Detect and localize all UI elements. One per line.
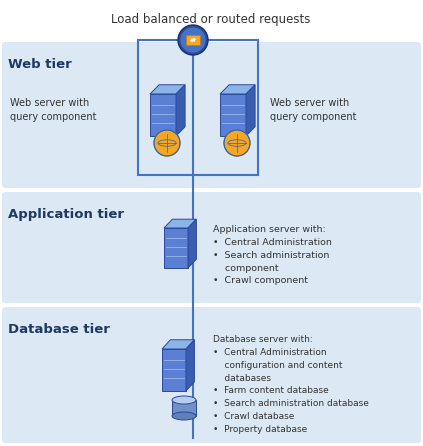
- Text: Database tier: Database tier: [8, 323, 110, 336]
- Polygon shape: [150, 94, 176, 136]
- Circle shape: [180, 27, 206, 53]
- Text: Web server with
query component: Web server with query component: [10, 99, 96, 122]
- Polygon shape: [150, 85, 185, 94]
- Polygon shape: [172, 400, 196, 416]
- Text: Application server with:
•  Central Administration
•  Search administration
    : Application server with: • Central Admin…: [213, 225, 332, 285]
- Ellipse shape: [172, 396, 196, 404]
- FancyBboxPatch shape: [2, 192, 421, 303]
- Text: Web tier: Web tier: [8, 58, 72, 71]
- Polygon shape: [162, 340, 195, 349]
- Circle shape: [224, 130, 250, 156]
- Text: Database server with:
•  Central Administration
    configuration and content
  : Database server with: • Central Administ…: [213, 335, 369, 434]
- Circle shape: [178, 25, 208, 55]
- Text: Application tier: Application tier: [8, 208, 124, 221]
- FancyBboxPatch shape: [2, 307, 421, 443]
- Polygon shape: [164, 219, 196, 228]
- Ellipse shape: [172, 412, 196, 420]
- Polygon shape: [164, 228, 188, 268]
- Polygon shape: [220, 85, 255, 94]
- FancyBboxPatch shape: [2, 42, 421, 188]
- Polygon shape: [162, 349, 186, 391]
- Polygon shape: [246, 85, 255, 136]
- FancyBboxPatch shape: [186, 35, 200, 45]
- Polygon shape: [176, 85, 185, 136]
- Text: Web server with
query component: Web server with query component: [270, 99, 357, 122]
- Polygon shape: [188, 219, 196, 268]
- Circle shape: [154, 130, 180, 156]
- Polygon shape: [186, 340, 195, 391]
- Text: Load balanced or routed requests: Load balanced or routed requests: [111, 13, 310, 26]
- Polygon shape: [220, 94, 246, 136]
